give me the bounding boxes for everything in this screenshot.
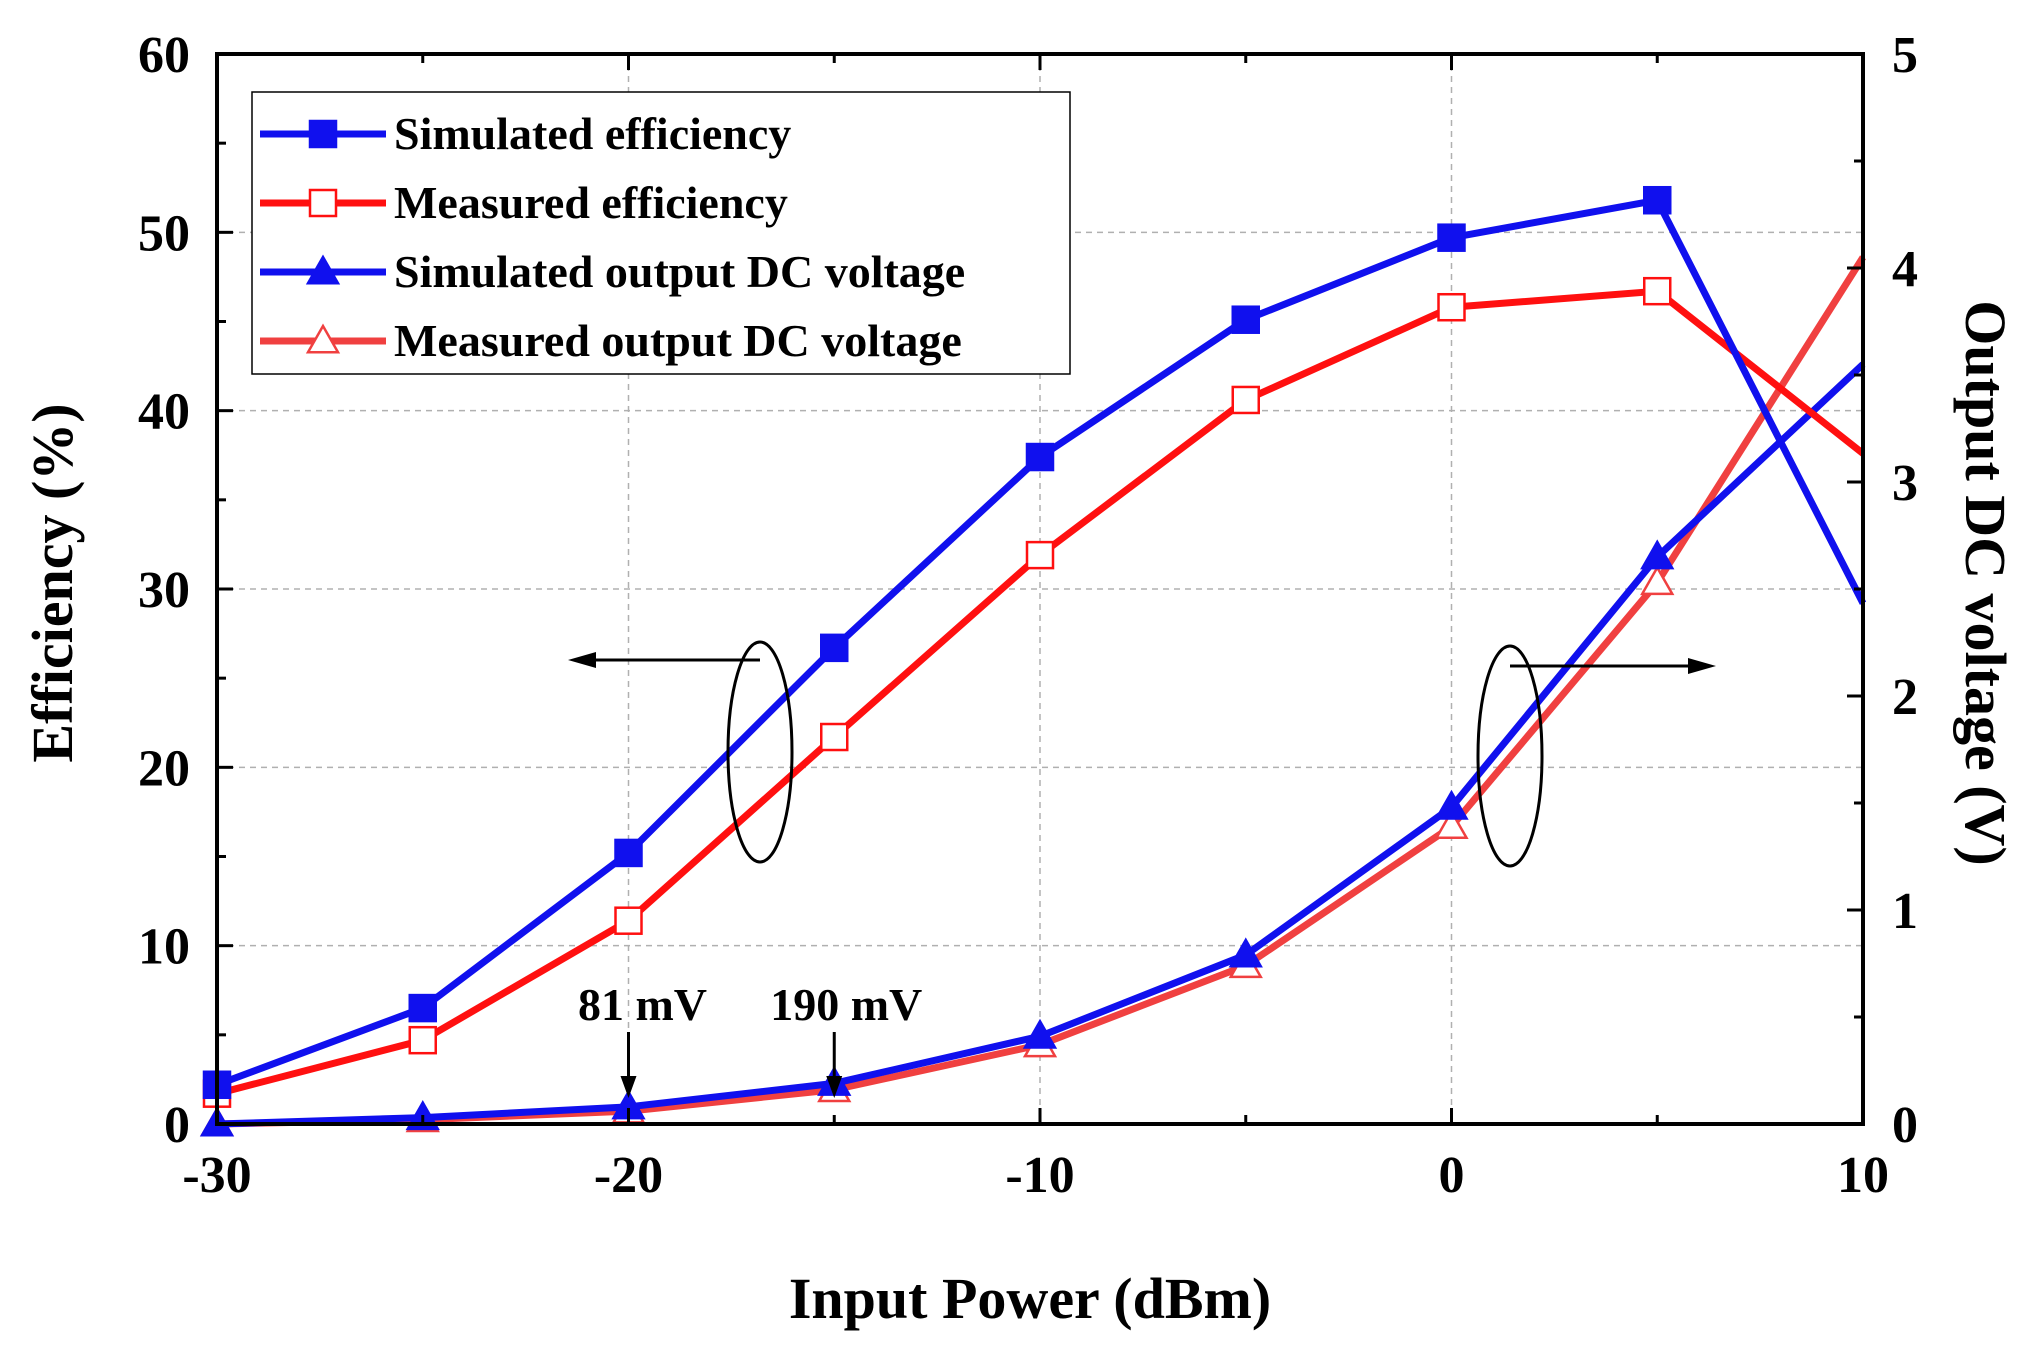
x-tick-label: -20 <box>594 1147 663 1204</box>
data-point <box>1228 937 1263 968</box>
data-point <box>1434 789 1469 820</box>
x-tick-label: -30 <box>182 1147 251 1204</box>
y-tick-label: 30 <box>138 562 190 619</box>
legend: Simulated efficiency Measured efficiency… <box>251 91 1071 375</box>
y-tick-label: 50 <box>138 205 190 262</box>
right-axis-ellipse <box>1476 644 1544 868</box>
data-point <box>408 993 437 1023</box>
data-point <box>1025 540 1055 570</box>
series-3 <box>199 255 1866 1137</box>
data-point <box>1437 223 1466 252</box>
annotations: 81 mV 190 mV <box>578 979 922 1098</box>
y2-tick-label: 5 <box>1892 27 1918 84</box>
data-point <box>1640 539 1675 570</box>
y2-tick-label: 0 <box>1892 1097 1918 1154</box>
data-point <box>1437 292 1466 322</box>
data-point <box>1231 385 1260 415</box>
legend-label-simulated-efficiency: Simulated efficiency <box>394 108 791 159</box>
y2-tick-label: 2 <box>1892 669 1918 726</box>
legend-label-measured-efficiency: Measured efficiency <box>394 177 788 228</box>
axis-indicators <box>568 640 1716 868</box>
data-point <box>1434 809 1469 840</box>
series-line <box>216 361 1866 1128</box>
x-tick-label: -10 <box>1005 1147 1074 1204</box>
data-point <box>1025 442 1055 472</box>
data-point <box>614 838 643 868</box>
annotation-arrowhead <box>826 1076 843 1098</box>
data-point <box>614 906 643 935</box>
legend-marker <box>308 119 338 149</box>
left-arrowhead <box>568 652 596 668</box>
y-tick-label: 10 <box>138 919 190 976</box>
x-tick-label: 10 <box>1837 1147 1889 1204</box>
legend-label-measured-voltage: Measured output DC voltage <box>394 315 962 366</box>
y-tick-label: 20 <box>138 740 190 797</box>
legend-label-simulated-voltage: Simulated output DC voltage <box>394 246 965 297</box>
series-2 <box>199 361 1866 1137</box>
legend-marker <box>305 254 341 285</box>
data-point <box>1231 305 1260 334</box>
x-axis-title: Input Power (dBm) <box>789 1266 1271 1331</box>
right-arrowhead <box>1688 658 1716 674</box>
y2-tick-label: 1 <box>1892 883 1918 940</box>
data-point <box>820 633 849 663</box>
legend-marker <box>305 323 341 354</box>
data-point <box>408 1025 437 1055</box>
y-tick-label: 60 <box>138 27 190 84</box>
y2-tick-label: 3 <box>1892 455 1918 512</box>
annotation-81mv: 81 mV <box>578 979 707 1030</box>
legend-marker <box>308 188 338 218</box>
left-axis-ellipse <box>726 640 794 864</box>
y-tick-label: 40 <box>138 384 190 441</box>
y-tick-label: 0 <box>164 1097 190 1154</box>
y2-axis-title: Output DC voltage (V) <box>1953 300 2018 865</box>
annotation-190mv: 190 mV <box>770 979 922 1030</box>
annotation-arrowhead <box>620 1076 637 1098</box>
y-axis-title: Efficiency (%) <box>20 403 85 762</box>
data-point <box>1640 565 1675 596</box>
data-point <box>820 722 849 752</box>
data-point <box>1643 276 1672 306</box>
x-tick-label: 0 <box>1439 1147 1465 1204</box>
data-point <box>1643 185 1672 215</box>
legend-box <box>251 91 1071 375</box>
data-point <box>1022 1018 1058 1049</box>
y2-tick-label: 4 <box>1892 241 1918 298</box>
